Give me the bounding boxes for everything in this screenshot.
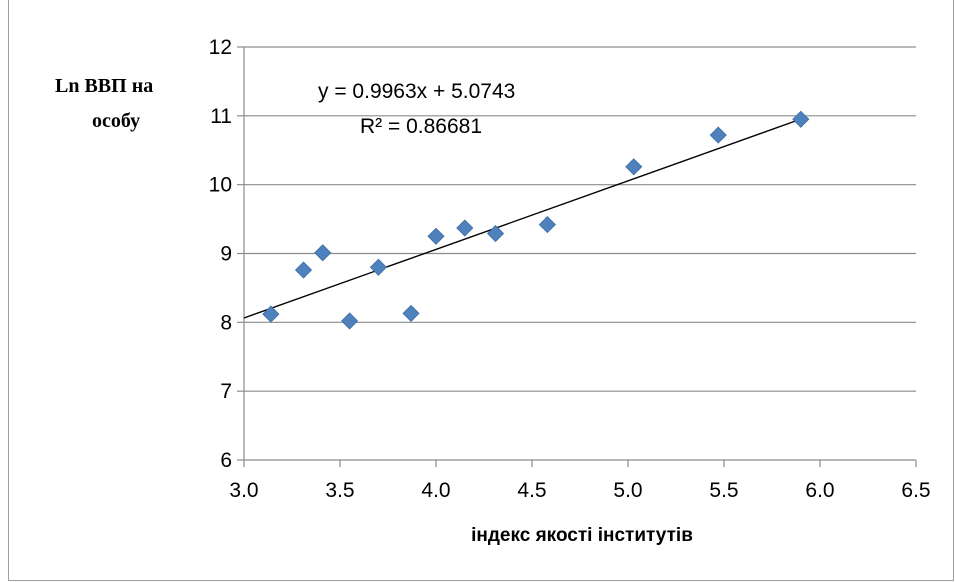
data-point	[262, 305, 280, 323]
data-point	[538, 216, 556, 234]
data-point	[709, 126, 727, 144]
data-point	[314, 244, 332, 262]
x-tick-label: 4.5	[517, 479, 546, 502]
y-axis-label-line-1: Ln ВВП на	[55, 75, 153, 97]
data-point	[427, 227, 445, 245]
y-tick-label: 6	[220, 449, 232, 472]
x-tick-label: 6.0	[805, 479, 834, 502]
trendline-equation: y = 0.9963x + 5.0743	[318, 80, 515, 103]
data-point	[486, 224, 505, 243]
y-axis-label-line-2: особу	[92, 110, 140, 132]
y-tick-label: 7	[220, 380, 232, 403]
data-points	[262, 110, 810, 330]
x-axis-label: індекс якості інститутів	[471, 525, 693, 546]
x-tick-label: 5.5	[709, 479, 738, 502]
y-tick-label: 10	[209, 174, 232, 197]
x-tick-labels: 3.0 3.5 4.0 4.5 5.0 5.5 6.0 6.5	[229, 479, 930, 502]
chart-area	[8, 0, 954, 581]
y-tick-label: 8	[220, 311, 232, 334]
data-point	[341, 312, 359, 330]
y-tick-labels: 6 7 8 9 10 11 12	[209, 36, 232, 472]
data-point	[369, 258, 387, 276]
y-tick-label: 12	[209, 36, 232, 59]
axes	[237, 46, 917, 467]
trendline-r-squared: R² = 0.86681	[360, 115, 482, 138]
x-tick-label: 5.0	[613, 479, 642, 502]
x-tick-label: 6.5	[901, 479, 930, 502]
y-tick-label: 9	[220, 243, 232, 266]
data-point	[402, 304, 420, 322]
data-point	[456, 219, 474, 237]
trendline	[243, 118, 802, 319]
x-tick-label: 3.0	[229, 479, 258, 502]
data-point	[792, 110, 810, 128]
data-point	[625, 158, 643, 176]
x-tick-label: 3.5	[325, 479, 354, 502]
data-point	[294, 261, 313, 279]
y-tick-label: 11	[210, 105, 232, 128]
x-tick-label: 4.0	[421, 479, 450, 502]
